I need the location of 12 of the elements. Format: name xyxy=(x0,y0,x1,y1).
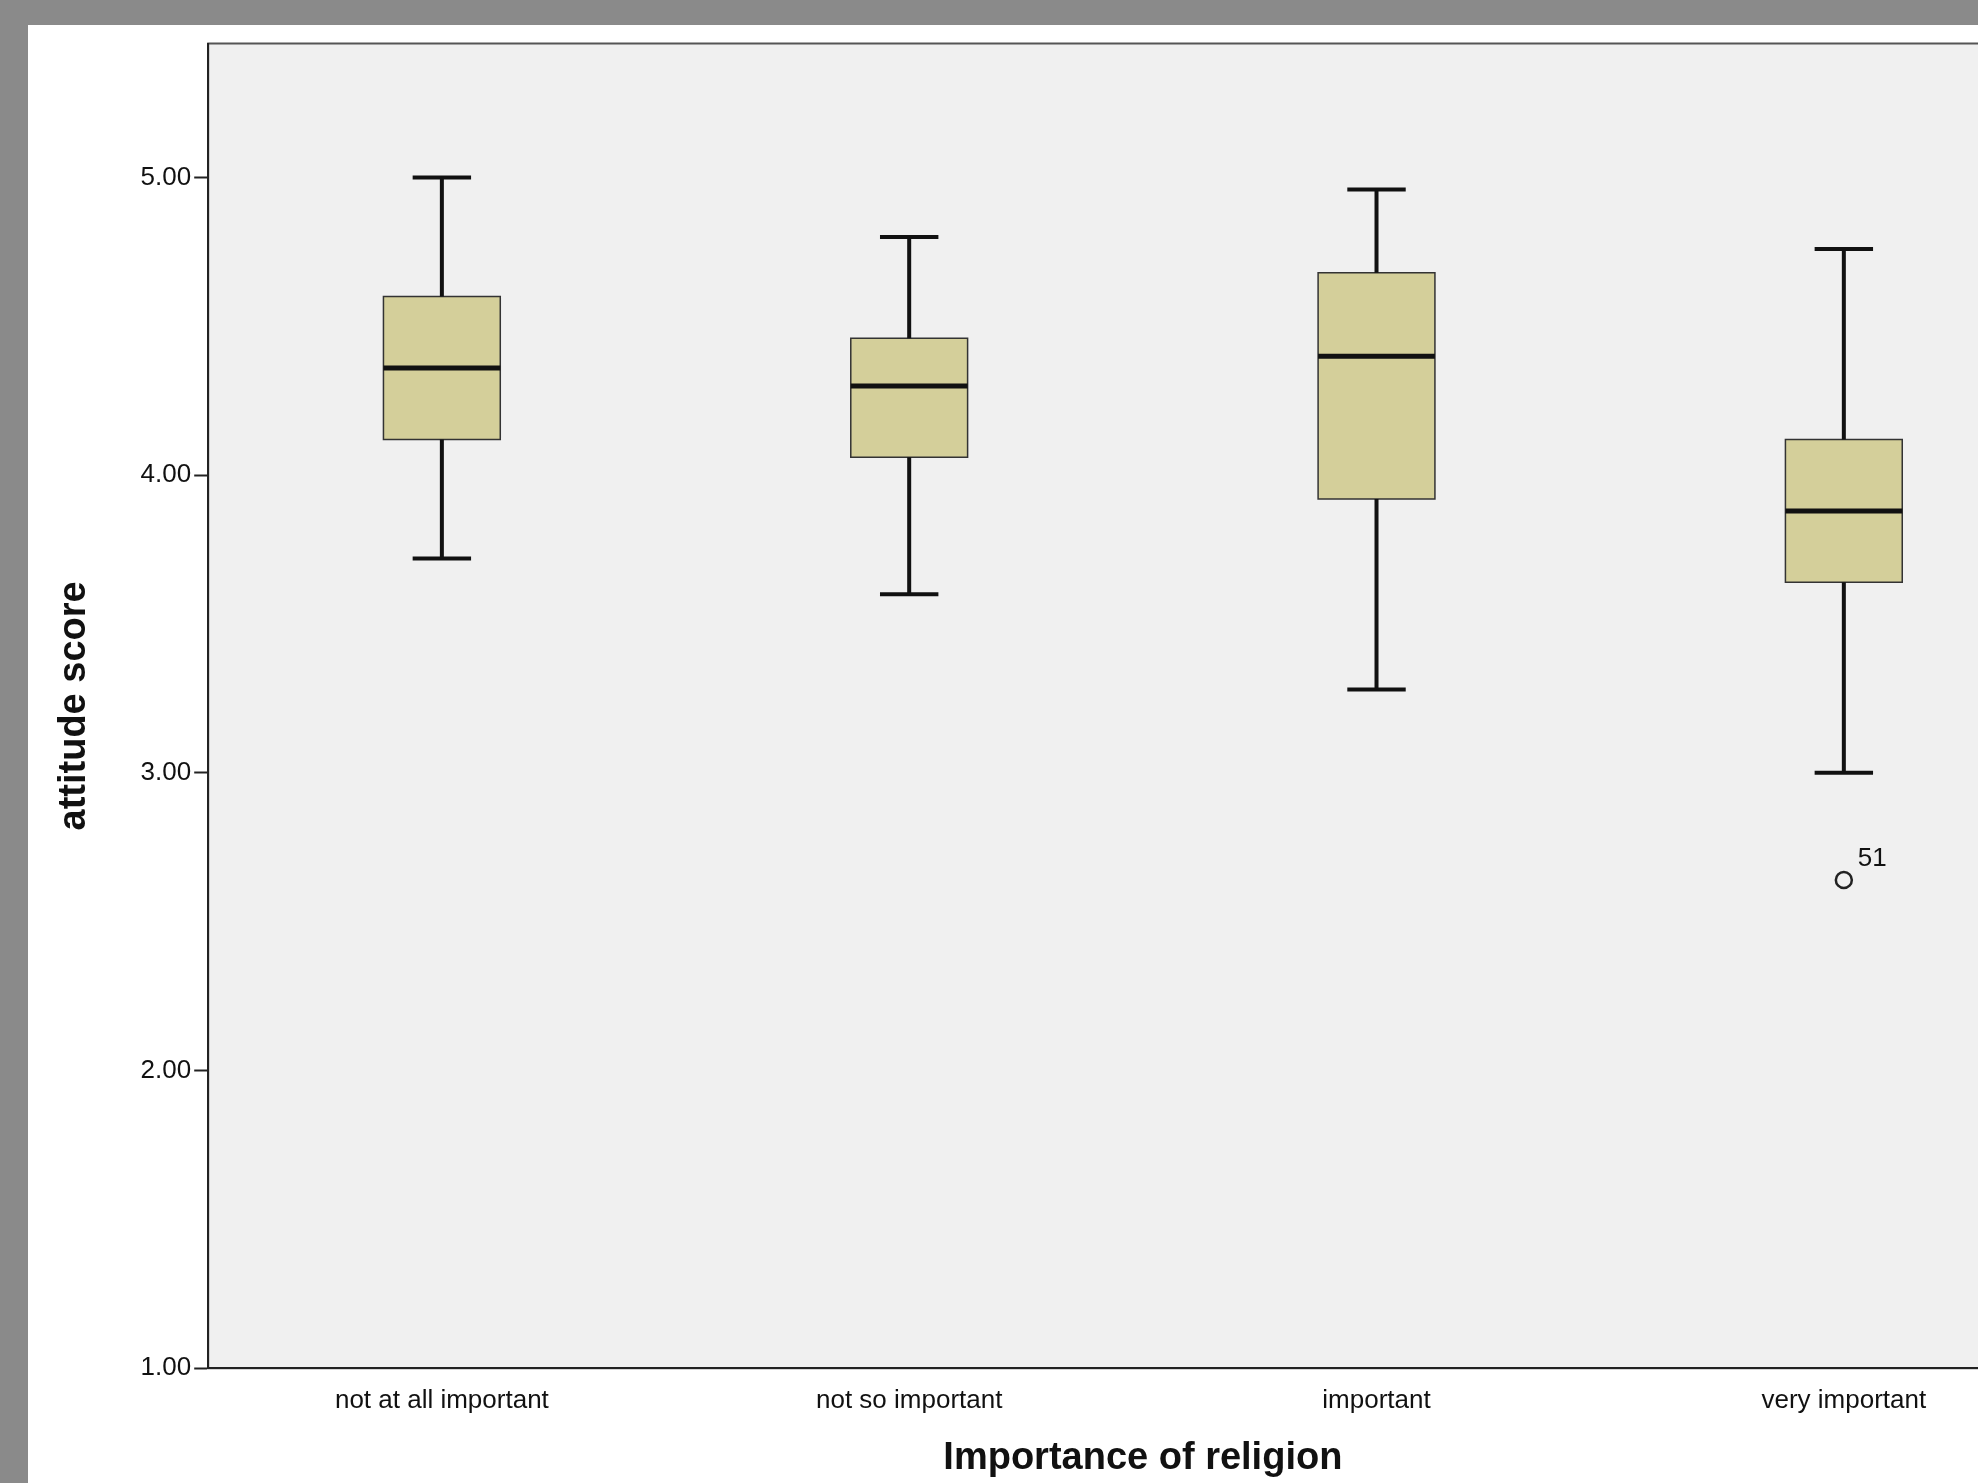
y-tick-label: 3.00 xyxy=(140,756,192,787)
x-axis-title: Importance of religion xyxy=(943,1434,1343,1477)
y-tick-label: 5.00 xyxy=(140,160,192,191)
x-tick-label: important xyxy=(1322,1383,1432,1414)
annotation: 51 xyxy=(1857,842,1887,873)
y-tick-label: 4.00 xyxy=(140,458,192,489)
y-axis-title: attitude score xyxy=(51,581,94,831)
x-tick-label: not so important xyxy=(815,1383,1004,1414)
x-tick-label: very important xyxy=(1761,1383,1927,1414)
x-tick-label: not at all important xyxy=(334,1383,550,1414)
y-tick-label: 1.00 xyxy=(140,1351,192,1382)
y-tick-label: 2.00 xyxy=(140,1053,192,1084)
